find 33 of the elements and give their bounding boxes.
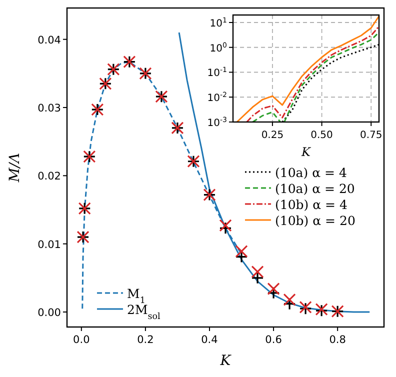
x-tick-label: 0.0 (73, 334, 90, 346)
x-tick-label: 0.2 (137, 334, 154, 346)
y-tick-label: 0.00 (38, 307, 61, 320)
point (251, 272, 264, 284)
x-tick-label: 0.6 (265, 334, 282, 346)
x-tick-label: 0.8 (329, 334, 346, 346)
point (283, 293, 296, 306)
point (219, 222, 232, 234)
point (267, 282, 280, 296)
y-tick-label: 10$^{-3}$ (207, 116, 227, 129)
legend-label: (10a) α = 4 (275, 165, 347, 180)
y-tick-label: 10$^{-1}$ (207, 66, 227, 80)
y-tick-label: 10$^{0}$ (210, 41, 227, 54)
point (219, 219, 232, 232)
legend-label: (10b) α = 4 (275, 197, 348, 212)
y-axis-title: M/Λ (7, 152, 23, 184)
y-tick-label: 0.01 (38, 238, 61, 251)
point (235, 245, 248, 258)
line-series (236, 15, 380, 123)
y-tick-label: 0.03 (38, 102, 61, 115)
y-tick-label: 0.04 (38, 34, 62, 46)
y-tick-label: 0.02 (38, 170, 61, 183)
x-tick-label: 0.4 (201, 334, 218, 346)
y-tick-label: 10$^{1}$ (210, 16, 227, 30)
x-axis-title: K (219, 353, 232, 369)
x-tick-label: 0.25 (261, 130, 284, 141)
y-tick-label: 10$^{-2}$ (207, 91, 227, 104)
legend-label: (10a) α = 20 (275, 181, 355, 196)
x-tick-label: 0.75 (360, 130, 382, 141)
x-axis-title: K (300, 145, 312, 159)
legend-label: (10b) α = 20 (275, 213, 356, 228)
point (251, 265, 264, 278)
x-tick-label: 0.50 (310, 130, 333, 141)
